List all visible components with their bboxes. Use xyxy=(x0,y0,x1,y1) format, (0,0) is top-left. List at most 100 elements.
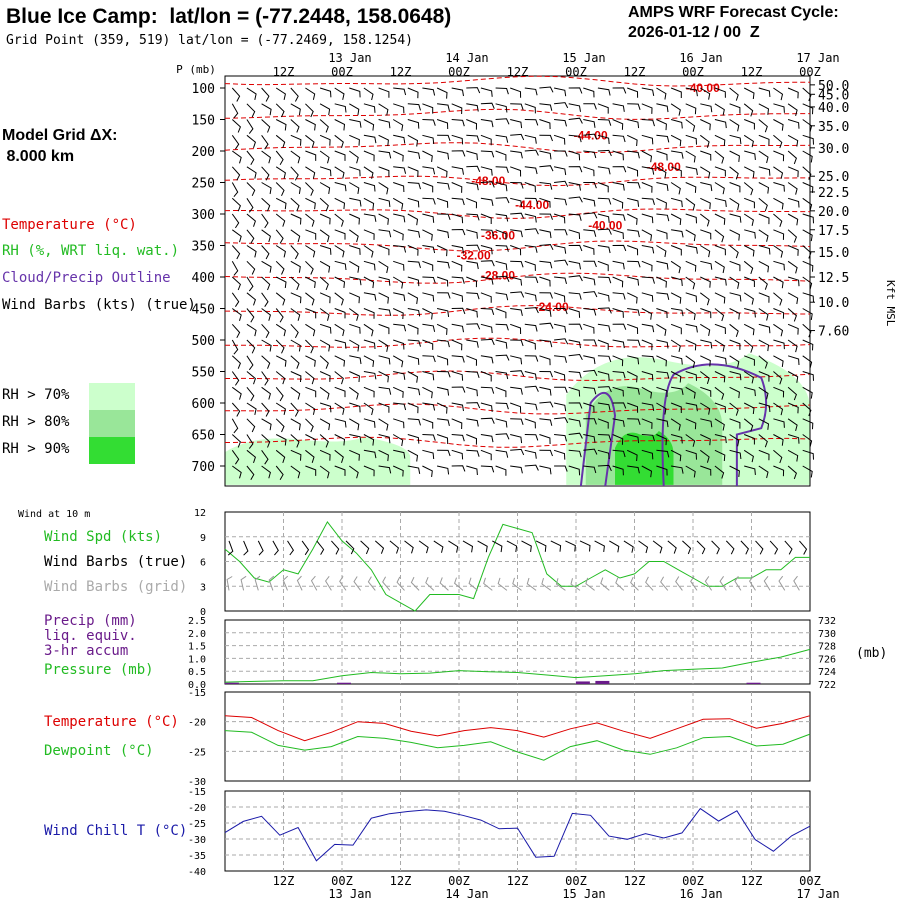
wind-barb xyxy=(612,323,627,330)
wind-barb xyxy=(466,197,478,209)
wind-barb xyxy=(729,308,740,320)
wind-barb xyxy=(393,339,405,350)
wind-barb xyxy=(334,371,344,385)
wind-barb xyxy=(407,134,419,147)
wind-barb xyxy=(319,245,332,255)
wind-barb xyxy=(656,418,669,428)
wind-barb xyxy=(714,182,725,195)
wind-barb xyxy=(568,339,581,349)
wind-barb xyxy=(466,386,478,397)
surface-wind-barb-true xyxy=(638,540,649,554)
top-date-label: 17 Jan xyxy=(796,51,839,65)
wind-barb xyxy=(627,197,640,207)
wind-barb xyxy=(714,245,726,256)
wind-barb xyxy=(714,166,726,177)
wind-barb xyxy=(378,339,389,352)
wind-barb xyxy=(363,355,375,367)
wind-barb xyxy=(802,434,813,447)
wind-barb xyxy=(758,213,770,225)
wind-barb xyxy=(627,355,640,365)
wind-barb xyxy=(392,386,404,398)
precip-tick-label: 0.5 xyxy=(188,667,206,678)
wind-barb xyxy=(539,213,553,220)
wind-barb xyxy=(466,465,478,476)
wind-barb xyxy=(700,276,711,288)
wind-barb xyxy=(729,229,740,241)
wind-barb xyxy=(334,213,344,227)
wind-barb xyxy=(758,245,771,255)
wind-barb xyxy=(568,260,581,270)
wind-barb xyxy=(539,103,553,111)
wind-barb xyxy=(495,386,507,398)
wind-barb xyxy=(319,323,332,334)
wind-barb xyxy=(758,260,770,273)
wind-barb xyxy=(349,260,360,273)
wind-barb xyxy=(261,292,269,307)
wind-barb xyxy=(378,434,391,444)
wind-barb xyxy=(539,197,551,208)
wind-barb xyxy=(714,87,726,98)
precip-bar xyxy=(746,682,761,684)
wind-barb xyxy=(393,182,405,193)
wind-barb xyxy=(612,292,626,300)
wind-barb xyxy=(451,134,464,145)
wind-barb xyxy=(641,323,655,333)
wind-barb xyxy=(743,292,754,305)
bottom-time-label: 12Z xyxy=(741,874,763,888)
wind-barb xyxy=(583,182,597,189)
wind-barb xyxy=(231,135,240,150)
temperature-contour xyxy=(224,142,811,154)
wind-barb xyxy=(656,182,669,191)
wind-barb xyxy=(378,386,392,395)
wind-chill-tick-label: -35 xyxy=(188,851,206,862)
wind-barb xyxy=(568,103,581,112)
wind-barb xyxy=(597,464,612,472)
surface-wind-barb-true xyxy=(652,540,663,554)
wind-barb xyxy=(349,119,362,128)
wind-barb xyxy=(612,449,626,458)
wind-barb xyxy=(597,103,609,114)
wind-barb xyxy=(802,465,813,478)
pressure-tick-label: 300 xyxy=(192,208,215,223)
wind-barb xyxy=(495,354,510,361)
wind-barb xyxy=(787,355,800,366)
wind-barb xyxy=(583,369,598,377)
wind-barb xyxy=(744,308,756,318)
wind-barb xyxy=(510,166,522,177)
wind-barb xyxy=(524,87,538,96)
wind-barb xyxy=(495,323,509,331)
wind-barb xyxy=(802,355,813,369)
precip-tick-label: 2.5 xyxy=(188,616,206,627)
surface-wind-barb-grid xyxy=(268,575,275,591)
wind-barb xyxy=(510,291,525,298)
wind-barb xyxy=(480,102,495,109)
wind-barb xyxy=(685,308,696,320)
wind-barb xyxy=(275,323,286,337)
wind-barb xyxy=(612,197,624,209)
wind-barb xyxy=(261,450,269,465)
wind-barb xyxy=(524,464,539,471)
wind-barb xyxy=(773,371,783,385)
wind-barb xyxy=(583,166,595,177)
wind-barb xyxy=(334,386,346,398)
wind-barb xyxy=(743,134,754,148)
wind-barb xyxy=(641,449,654,460)
wind-barb xyxy=(275,308,284,323)
wind-barb xyxy=(437,371,451,378)
wind-barb xyxy=(363,276,375,289)
cloud-outline xyxy=(579,363,768,487)
wind-barb xyxy=(510,212,525,219)
wind-barb xyxy=(700,166,711,179)
wind-barb xyxy=(700,245,711,258)
wind-barb xyxy=(392,276,404,289)
wind-barb xyxy=(685,103,697,115)
wind-barb xyxy=(670,449,682,462)
wind-barb xyxy=(319,465,330,479)
surface-wind-barb-true xyxy=(492,540,503,553)
wind-barb xyxy=(656,449,670,458)
wind-barb xyxy=(334,103,347,113)
wind-barb xyxy=(334,134,344,148)
wind-barb xyxy=(729,245,739,259)
wind-barb xyxy=(231,418,239,434)
wind-barb xyxy=(480,213,492,224)
